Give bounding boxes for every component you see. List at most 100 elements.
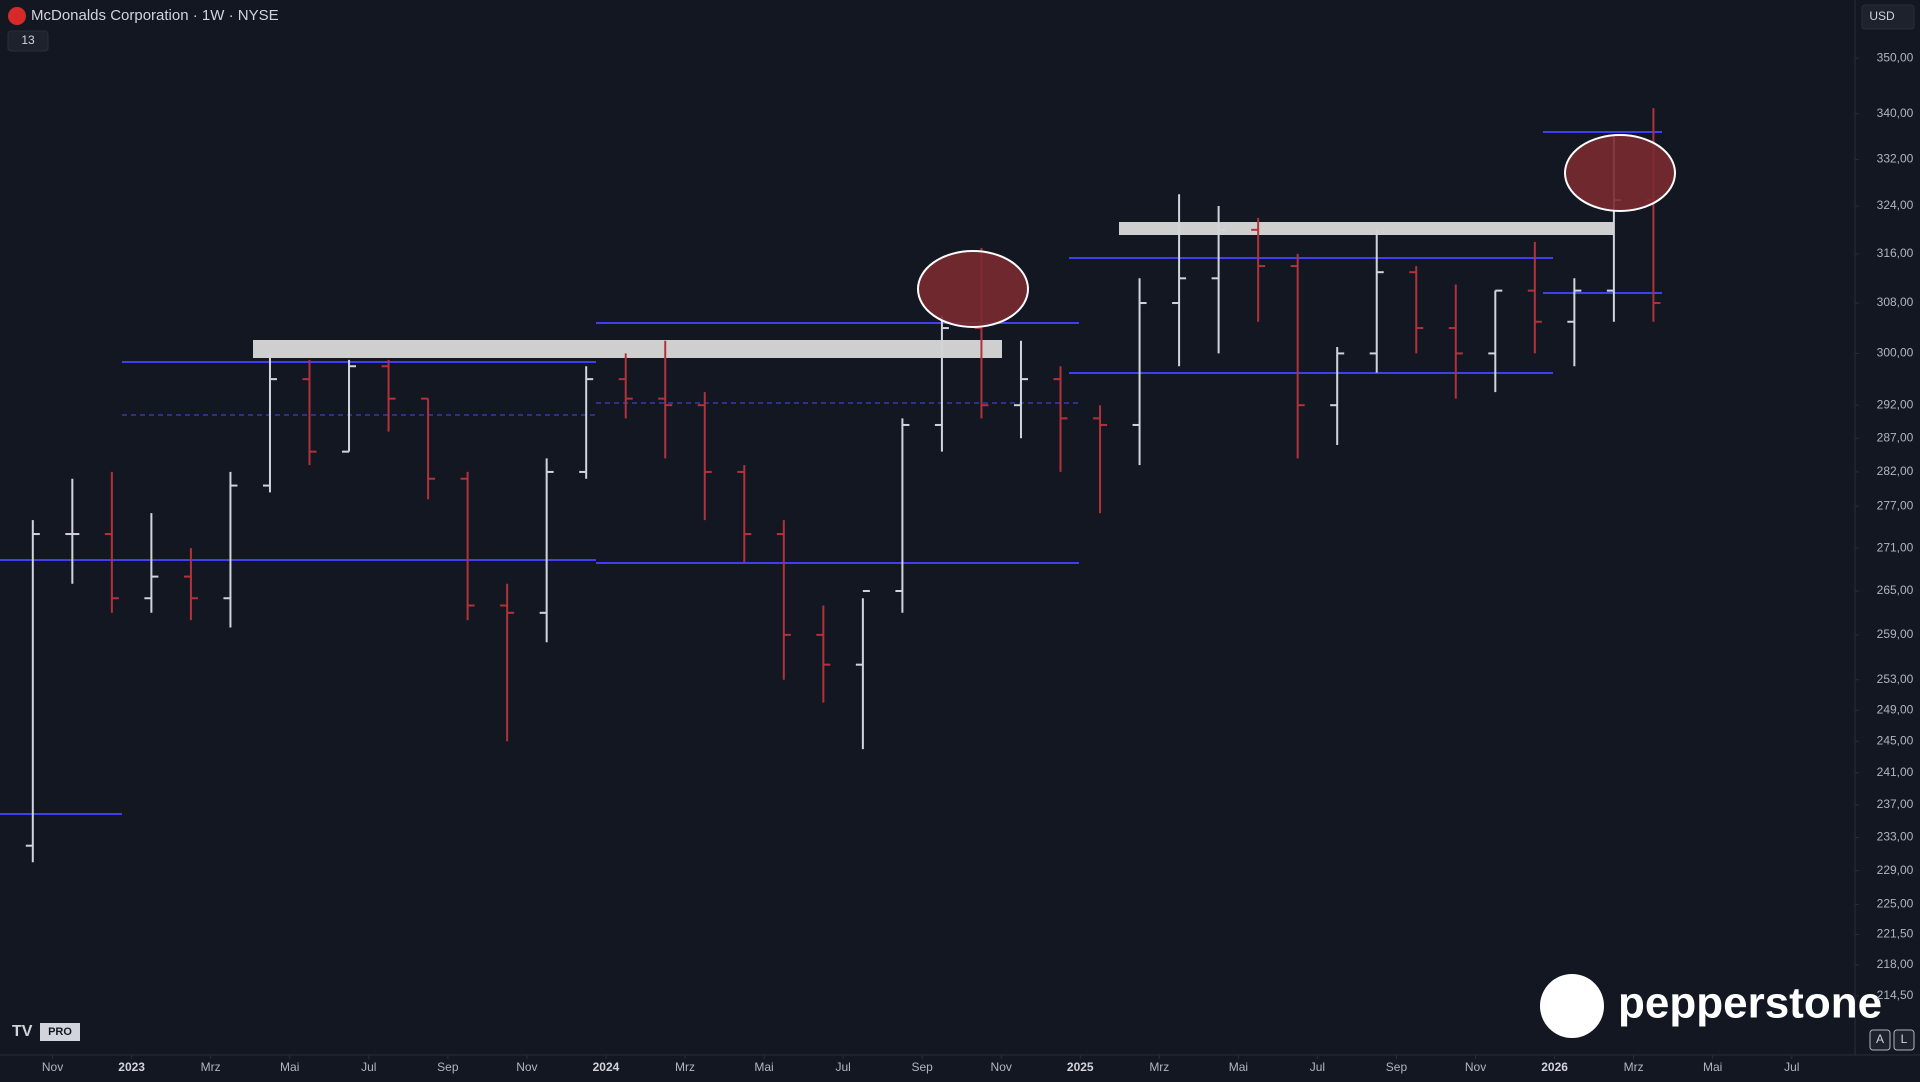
ohlc-bar — [144, 513, 159, 613]
ohlc-bar — [1330, 347, 1345, 445]
brand-name: pepperstone — [1618, 979, 1882, 1028]
ohlc-bar — [381, 359, 396, 432]
ohlc-bar — [302, 359, 317, 466]
ohlc-bar — [1448, 284, 1463, 399]
x-tick-label: Mrz — [675, 1060, 695, 1074]
tv-badge-bg — [40, 1023, 80, 1041]
y-tick-label: 221,50 — [1877, 927, 1914, 941]
y-tick-label: 259,00 — [1877, 627, 1914, 641]
x-tick-label: Nov — [516, 1060, 537, 1074]
y-tick-label: 316,00 — [1877, 246, 1914, 260]
ohlc-bar — [1369, 229, 1384, 373]
x-tick-label: Jul — [361, 1060, 376, 1074]
ohlc-bar — [776, 520, 791, 680]
y-tick-label: 237,00 — [1877, 797, 1914, 811]
y-tick-label: 332,00 — [1877, 151, 1914, 165]
ohlc-bar — [618, 353, 633, 419]
ohlc-bar — [855, 590, 870, 750]
x-tick-label: 2024 — [593, 1060, 620, 1074]
currency-button[interactable] — [1861, 4, 1915, 30]
x-tick-label: Mai — [754, 1060, 773, 1074]
ohlc-bar — [658, 340, 673, 459]
log-scale-label: L — [1901, 1032, 1908, 1046]
y-tick-label: 245,00 — [1877, 733, 1914, 747]
tv-badge: PRO — [48, 1026, 72, 1038]
y-tick-label: 340,00 — [1877, 106, 1914, 120]
highlights — [917, 134, 1676, 328]
ohlc-bar — [579, 366, 594, 479]
ohlc-bar — [1290, 253, 1305, 459]
ohlc-bar — [697, 392, 712, 521]
ohlc-bar — [421, 397, 436, 500]
x-tick-label: Nov — [1465, 1060, 1486, 1074]
y-tick-label: 277,00 — [1877, 498, 1914, 512]
indicator-count: 13 — [21, 33, 35, 47]
symbol-title[interactable]: McDonalds Corporation · 1W · NYSE — [31, 7, 279, 24]
x-tick-label: 2026 — [1541, 1060, 1568, 1074]
ohlc-bar — [223, 471, 238, 628]
x-tick-label: 2025 — [1067, 1060, 1094, 1074]
y-tick-label: 233,00 — [1877, 830, 1914, 844]
y-tick-label: 292,00 — [1877, 397, 1914, 411]
x-tick-label: Jul — [1784, 1060, 1799, 1074]
ohlc-bar — [1251, 217, 1266, 322]
ohlc-bar — [104, 471, 119, 613]
y-tick-label: 350,00 — [1877, 50, 1914, 64]
ohlc-bar — [1488, 289, 1503, 393]
y-tick-label: 214,50 — [1877, 988, 1914, 1002]
y-tick-label: 253,00 — [1877, 672, 1914, 686]
x-tick-label: Nov — [991, 1060, 1012, 1074]
ohlc-bar — [1013, 340, 1028, 439]
x-tick-label: Mrz — [1149, 1060, 1169, 1074]
y-tick-label: 287,00 — [1877, 430, 1914, 444]
x-tick-label: Sep — [437, 1060, 459, 1074]
resistance-zone — [1119, 222, 1613, 235]
x-tick-label: Mai — [1229, 1060, 1248, 1074]
ohlc-bar — [1053, 366, 1068, 472]
x-tick-label: Mrz — [201, 1060, 221, 1074]
y-tick-label: 249,00 — [1877, 702, 1914, 716]
auto-scale-button[interactable] — [1869, 1029, 1891, 1051]
x-tick-label: Jul — [835, 1060, 850, 1074]
ohlc-bar — [500, 583, 515, 742]
y-tick-label: 225,00 — [1877, 897, 1914, 911]
currency: USD — [1869, 9, 1895, 23]
ohlc-bar — [262, 353, 277, 493]
x-tick-label: Sep — [911, 1060, 933, 1074]
x-tick-label: Mai — [1703, 1060, 1722, 1074]
x-tick-label: Mai — [280, 1060, 299, 1074]
ohlc-bar — [65, 478, 80, 584]
y-tick-label: 308,00 — [1877, 295, 1914, 309]
tv-logo: TV — [12, 1023, 33, 1040]
log-scale-button[interactable] — [1893, 1029, 1915, 1051]
ohlc-bar — [25, 520, 40, 863]
auto-scale-label: A — [1876, 1032, 1884, 1046]
ohlc-bar — [1527, 241, 1542, 354]
ohlc-bar — [1172, 194, 1187, 367]
brand-logo — [1540, 974, 1604, 1038]
ohlc-bar — [183, 548, 198, 621]
y-tick-label: 241,00 — [1877, 765, 1914, 779]
highlight-ellipse — [1564, 134, 1676, 212]
ohlc-bar — [934, 315, 949, 452]
x-tick-label: Nov — [42, 1060, 63, 1074]
y-tick-label: 218,00 — [1877, 957, 1914, 971]
ohlc-bar — [1132, 278, 1147, 466]
ohlc-bar — [1567, 278, 1582, 367]
ohlc-bar — [1409, 266, 1424, 354]
x-tick-label: Mrz — [1624, 1060, 1644, 1074]
ohlc-bar — [895, 418, 910, 613]
indicators-toggle[interactable] — [7, 30, 49, 52]
y-tick-label: 229,00 — [1877, 863, 1914, 877]
highlight-ellipse — [917, 250, 1029, 328]
y-tick-label: 265,00 — [1877, 583, 1914, 597]
ohlc-bar — [1211, 206, 1226, 354]
ohlc-bar — [816, 605, 831, 703]
ohlc-bar — [539, 458, 554, 643]
x-tick-label: Jul — [1310, 1060, 1325, 1074]
y-tick-label: 271,00 — [1877, 540, 1914, 554]
y-tick-label: 282,00 — [1877, 464, 1914, 478]
x-tick-label: 2023 — [118, 1060, 145, 1074]
